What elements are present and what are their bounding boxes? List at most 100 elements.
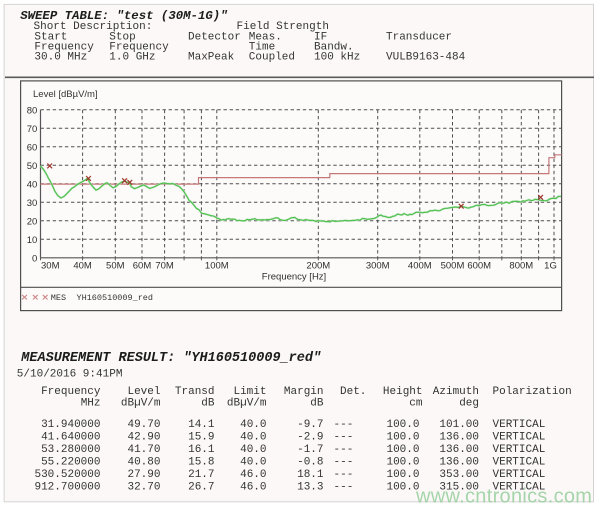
svg-text:136.00: 136.00 [439, 444, 479, 456]
svg-text:101.00: 101.00 [439, 419, 479, 431]
svg-text:Azimuth: Azimuth [433, 386, 479, 398]
svg-text:-1.7: -1.7 [297, 444, 323, 456]
svg-text:---: --- [334, 432, 354, 444]
svg-text:Frequency [Hz]: Frequency [Hz] [262, 272, 326, 283]
svg-text:400M: 400M [408, 260, 432, 271]
svg-text:14.1: 14.1 [188, 419, 215, 431]
svg-text:40.0: 40.0 [240, 457, 266, 469]
svg-text:40.0: 40.0 [240, 444, 266, 456]
svg-text:49.70: 49.70 [127, 419, 160, 431]
svg-text:---: --- [334, 457, 354, 469]
svg-text:VULB9163-484: VULB9163-484 [386, 52, 466, 64]
svg-text:100.0: 100.0 [386, 419, 419, 431]
svg-text:500M: 500M [441, 260, 465, 271]
svg-text:MHz: MHz [81, 398, 101, 410]
svg-text:dBµV/m: dBµV/m [121, 398, 161, 410]
svg-text:530.520000: 530.520000 [34, 469, 100, 481]
svg-text:0: 0 [32, 253, 37, 264]
svg-text:41.70: 41.70 [127, 444, 160, 456]
svg-text:Limit: Limit [233, 386, 266, 398]
svg-text:dB: dB [201, 398, 215, 410]
svg-text:Coupled: Coupled [249, 52, 295, 64]
svg-text:Time: Time [249, 42, 275, 54]
svg-text:912.700000: 912.700000 [34, 482, 100, 494]
svg-text:40.0: 40.0 [240, 419, 266, 431]
svg-text:VERTICAL: VERTICAL [493, 482, 546, 494]
svg-text:SWEEP TABLE: "test (30M-1G)": SWEEP TABLE: "test (30M-1G)" [20, 9, 228, 23]
svg-text:Frequency: Frequency [41, 386, 101, 398]
svg-text:-0.8: -0.8 [297, 457, 323, 469]
svg-text:Field Strength: Field Strength [237, 21, 329, 33]
svg-text:40: 40 [27, 179, 38, 190]
svg-text:Meas.: Meas. [249, 31, 282, 43]
svg-text:-9.7: -9.7 [297, 419, 323, 431]
svg-text:15.9: 15.9 [188, 432, 214, 444]
svg-text:---: --- [334, 419, 354, 431]
svg-text:VERTICAL: VERTICAL [493, 469, 546, 481]
svg-text:---: --- [334, 444, 354, 456]
svg-text:5/10/2016 9:41PM: 5/10/2016 9:41PM [17, 369, 123, 381]
svg-text:30.0 MHz: 30.0 MHz [34, 52, 87, 64]
svg-text:200M: 200M [306, 260, 330, 271]
svg-text:100.0: 100.0 [386, 444, 419, 456]
svg-text:100.0: 100.0 [386, 457, 419, 469]
svg-text:cm: cm [409, 398, 423, 410]
svg-text:40.0: 40.0 [240, 432, 266, 444]
svg-text:VERTICAL: VERTICAL [493, 432, 546, 444]
svg-text:100 kHz: 100 kHz [314, 52, 360, 64]
svg-text:YH160510009_red: YH160510009_red [77, 293, 154, 303]
svg-text:dB: dB [310, 398, 324, 410]
svg-text:Margin: Margin [284, 386, 324, 398]
svg-text:MES: MES [51, 293, 66, 303]
svg-text:80: 80 [27, 105, 38, 116]
svg-text:315.00: 315.00 [439, 482, 479, 494]
svg-text:30: 30 [27, 198, 38, 209]
svg-text:Level [dBµV/m]: Level [dBµV/m] [33, 89, 98, 100]
svg-text:46.0: 46.0 [240, 469, 266, 481]
svg-text:MEASUREMENT RESULT: "YH1605100: MEASUREMENT RESULT: "YH160510009_red" [20, 351, 321, 366]
svg-text:Level: Level [127, 386, 160, 398]
svg-text:600M: 600M [467, 260, 491, 271]
svg-text:www.cntronics.com: www.cntronics.com [415, 486, 592, 508]
svg-text:Detector: Detector [188, 31, 241, 43]
svg-text:Det.: Det. [340, 386, 366, 398]
svg-text:Transducer: Transducer [386, 31, 452, 43]
svg-text:Bandw.: Bandw. [314, 42, 354, 54]
svg-text:136.00: 136.00 [439, 457, 479, 469]
svg-text:50: 50 [27, 161, 38, 172]
svg-text:VERTICAL: VERTICAL [493, 444, 546, 456]
svg-text:100M: 100M [205, 260, 229, 271]
svg-text:46.0: 46.0 [240, 482, 266, 494]
svg-text:Stop: Stop [109, 31, 135, 43]
svg-text:VERTICAL: VERTICAL [493, 419, 546, 431]
svg-text:53.280000: 53.280000 [41, 444, 100, 456]
svg-text:70: 70 [27, 124, 38, 135]
svg-text:Frequency: Frequency [34, 42, 94, 54]
svg-text:30M: 30M [41, 260, 60, 271]
svg-text:dBµV/m: dBµV/m [227, 398, 267, 410]
svg-text:13.3: 13.3 [297, 482, 323, 494]
svg-text:42.90: 42.90 [127, 432, 160, 444]
svg-text:32.70: 32.70 [127, 482, 160, 494]
svg-text:40M: 40M [73, 260, 92, 271]
svg-text:50M: 50M [106, 260, 125, 271]
svg-text:Frequency: Frequency [109, 42, 169, 54]
svg-text:1G: 1G [544, 260, 557, 271]
svg-text:Start: Start [34, 31, 67, 43]
svg-text:31.940000: 31.940000 [41, 419, 100, 431]
svg-text:10: 10 [27, 235, 38, 246]
svg-text:40.80: 40.80 [127, 457, 160, 469]
svg-text:Polarization: Polarization [493, 386, 572, 398]
svg-text:20: 20 [27, 216, 38, 227]
svg-text:MaxPeak: MaxPeak [188, 52, 235, 64]
svg-text:41.640000: 41.640000 [41, 432, 100, 444]
svg-text:15.8: 15.8 [188, 457, 214, 469]
svg-text:IF: IF [314, 31, 327, 43]
svg-text:300M: 300M [366, 260, 390, 271]
svg-text:Transd: Transd [175, 386, 215, 398]
svg-text:1.0 GHz: 1.0 GHz [109, 52, 155, 64]
svg-text:16.1: 16.1 [188, 444, 215, 456]
svg-text:353.00: 353.00 [439, 469, 479, 481]
svg-text:deg: deg [459, 398, 479, 410]
svg-text:26.7: 26.7 [188, 482, 214, 494]
